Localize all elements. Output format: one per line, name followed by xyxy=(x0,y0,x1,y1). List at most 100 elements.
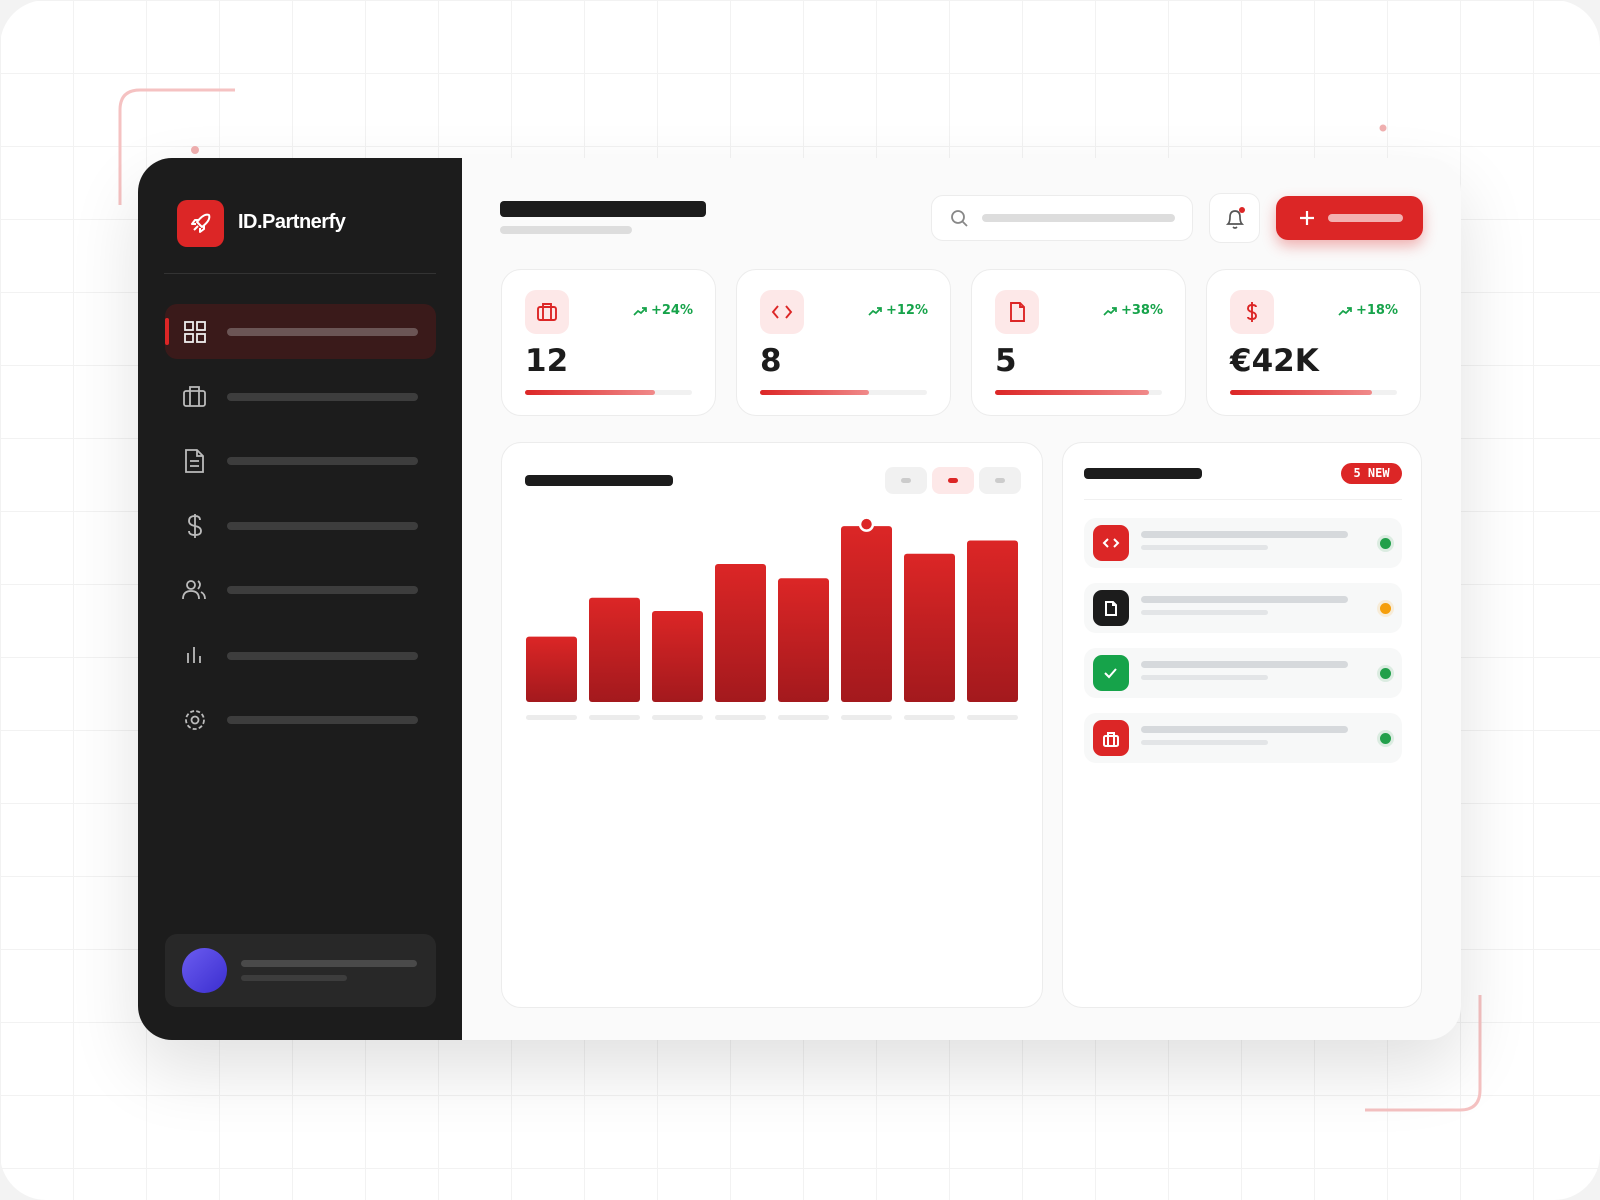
status-dot xyxy=(1380,668,1391,679)
stat-trend-value: +18% xyxy=(1355,303,1398,318)
notifications[interactable] xyxy=(1209,193,1260,243)
period-toggle[interactable] xyxy=(932,467,974,494)
chart-card xyxy=(501,442,1043,1008)
stat-trend: +38% xyxy=(1103,303,1163,318)
user-role xyxy=(241,975,347,981)
stat-icon xyxy=(760,290,804,334)
activity-line xyxy=(1141,740,1268,745)
x-label-placeholder xyxy=(652,715,703,720)
activity-icon xyxy=(1093,720,1129,756)
activity-line xyxy=(1141,596,1348,603)
bell-icon xyxy=(1225,207,1245,229)
activity-item[interactable] xyxy=(1084,583,1402,633)
status-dot xyxy=(1380,733,1391,744)
page-subtitle xyxy=(500,226,632,234)
progress-track xyxy=(525,390,692,395)
nav-label[interactable] xyxy=(227,393,418,401)
activity-line xyxy=(1141,531,1348,538)
nav-label[interactable] xyxy=(227,328,418,336)
stat-trend: +24% xyxy=(633,303,693,318)
bar xyxy=(589,597,640,702)
stat-card: +38% 5 xyxy=(971,269,1186,416)
period-toggle[interactable] xyxy=(979,467,1021,494)
stat-trend: +18% xyxy=(1338,303,1398,318)
page-title xyxy=(500,201,706,217)
nav-icons xyxy=(182,321,206,730)
progress-track xyxy=(995,390,1162,395)
nav-label[interactable] xyxy=(227,522,418,530)
progress-fill xyxy=(760,390,869,395)
plus-icon xyxy=(1300,211,1314,225)
activity-item[interactable] xyxy=(1084,518,1402,568)
stat-value: €42K xyxy=(1230,343,1319,379)
activity-icon xyxy=(1093,590,1129,626)
status-dot xyxy=(1380,603,1391,614)
nav-label[interactable] xyxy=(227,457,418,465)
bar xyxy=(652,611,703,702)
x-label-placeholder xyxy=(904,715,955,720)
progress-track xyxy=(1230,390,1397,395)
stat-value: 12 xyxy=(525,343,569,379)
bar xyxy=(526,636,577,702)
x-label-placeholder xyxy=(841,715,892,720)
activity-line xyxy=(1141,675,1268,680)
progress-fill xyxy=(525,390,656,395)
nav-label[interactable] xyxy=(227,716,418,724)
chart-title xyxy=(525,475,673,486)
stat-value: 8 xyxy=(760,343,782,379)
x-label-placeholder xyxy=(778,715,829,720)
activity-icon xyxy=(1093,655,1129,691)
stat-trend-value: +12% xyxy=(885,303,928,318)
bar xyxy=(841,526,892,702)
progress-fill xyxy=(1230,390,1372,395)
activity-line xyxy=(1141,726,1348,733)
stat-trend-value: +38% xyxy=(1120,303,1163,318)
bar xyxy=(778,578,829,702)
x-label-placeholder xyxy=(715,715,766,720)
user-name xyxy=(241,960,417,967)
activity-card: 5 NEW xyxy=(1062,442,1422,1008)
stat-value: 5 xyxy=(995,343,1017,379)
divider xyxy=(164,273,436,274)
search-icon xyxy=(951,210,968,227)
activity-icon xyxy=(1093,525,1129,561)
user-box[interactable] xyxy=(165,934,436,1007)
stat-trend: +12% xyxy=(868,303,928,318)
status-dot xyxy=(1380,538,1391,549)
nav-label[interactable] xyxy=(227,652,418,660)
activity-title xyxy=(1084,468,1202,479)
bar xyxy=(967,540,1018,702)
active-indicator xyxy=(165,318,169,345)
activity-line xyxy=(1141,661,1348,668)
nav-label[interactable] xyxy=(227,586,418,594)
button-label xyxy=(1328,214,1403,222)
x-label-placeholder xyxy=(967,715,1018,720)
stat-card: +12% 8 xyxy=(736,269,951,416)
sidebar: ID.Partnerfy xyxy=(138,158,462,1040)
bar-chart xyxy=(526,516,1018,720)
activity-item[interactable] xyxy=(1084,648,1402,698)
x-label-placeholder xyxy=(526,715,577,720)
stat-icon xyxy=(525,290,569,334)
stat-trend-value: +24% xyxy=(650,303,693,318)
brand-name: ID.Partnerfy xyxy=(238,211,346,233)
activity-line xyxy=(1141,610,1268,615)
stat-icon xyxy=(995,290,1039,334)
bar xyxy=(904,553,955,702)
new-badge: 5 NEW xyxy=(1341,463,1402,484)
app-window: ID.Partnerfy xyxy=(138,158,1461,1040)
period-toggle[interactable] xyxy=(885,467,927,494)
progress-track xyxy=(760,390,927,395)
stat-icon xyxy=(1230,290,1274,334)
search-box[interactable] xyxy=(931,195,1193,241)
x-label-placeholder xyxy=(589,715,640,720)
search-placeholder xyxy=(982,214,1175,222)
divider xyxy=(1084,499,1402,500)
activity-item[interactable] xyxy=(1084,713,1402,763)
add-button[interactable] xyxy=(1276,196,1423,240)
stat-card: +18% €42K xyxy=(1206,269,1421,416)
bar-highlight xyxy=(858,516,875,532)
avatar xyxy=(182,948,227,993)
logo xyxy=(177,200,224,247)
